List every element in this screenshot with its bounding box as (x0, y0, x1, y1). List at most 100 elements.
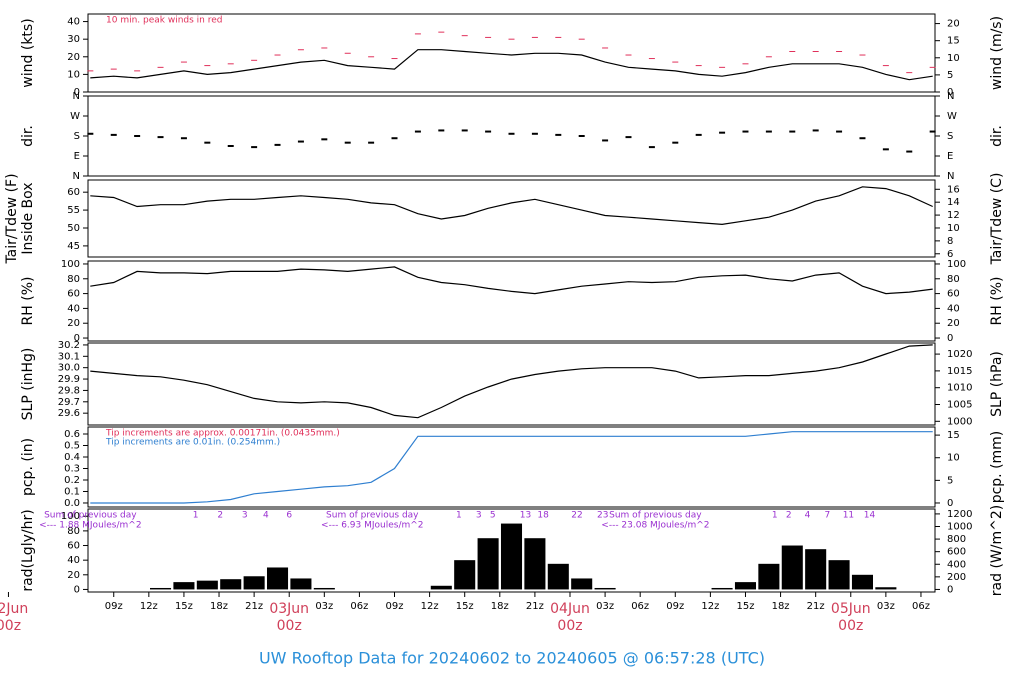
x-tick-label: 06z (631, 601, 649, 612)
y2-tick-label: 0 (947, 333, 953, 344)
y2-tick-label: S (947, 131, 953, 142)
date-time-label: 00z (557, 618, 582, 634)
sum-label: Sum of previous day (609, 511, 702, 521)
y-tick-label: 80 (67, 274, 80, 285)
y-tick-label: 100 (61, 511, 80, 522)
x-tick-label: 03z (596, 601, 614, 612)
x-tick-label: 15z (456, 601, 474, 612)
x-tick-label: 09z (386, 601, 404, 612)
y2-tick-label: 14 (947, 197, 960, 208)
series-line (90, 431, 933, 504)
date-label: 04Jun (550, 601, 590, 617)
x-tick-label: 03z (315, 601, 333, 612)
hour-label: 2 (786, 511, 792, 521)
x-tick-label: 21z (526, 601, 544, 612)
x-tick-label: 18z (772, 601, 790, 612)
y2-tick-label: 5 (947, 475, 953, 486)
x-tick-label: 12z (421, 601, 439, 612)
y2-tick-label: 600 (947, 547, 966, 558)
y2-tick-label: W (947, 111, 957, 122)
annotation: 10 min. peak winds in red (106, 16, 223, 26)
bar (150, 587, 172, 590)
y2-tick-label: 20 (947, 318, 960, 329)
y2-tick-label: 8 (947, 236, 953, 247)
x-tick-label: 18z (210, 601, 228, 612)
sum-label: Sum of previous day (326, 511, 419, 521)
y2-axis-label: Tair/Tdew (C) (989, 173, 1005, 266)
bar (220, 579, 242, 590)
y-tick-label: 40 (67, 555, 80, 566)
y-tick-label: 0.0 (64, 498, 80, 509)
y2-tick-label: 1000 (947, 521, 972, 532)
y-tick-label: N (73, 171, 80, 182)
y2-tick-label: 100 (947, 259, 966, 270)
hour-label: 23 (597, 511, 608, 521)
bar (243, 576, 265, 590)
y2-tick-label: 5 (947, 70, 953, 81)
y2-tick-label: 20 (947, 19, 960, 30)
x-tick-label: 21z (245, 601, 263, 612)
x-tick-label: 15z (736, 601, 754, 612)
y2-axis-label: dir. (989, 125, 1005, 147)
hour-label: 11 (843, 511, 854, 521)
date-time-label: 00z (0, 618, 21, 634)
x-tick-label: 18z (491, 601, 509, 612)
y-axis-label: rad(Lgly/hr) (20, 509, 36, 591)
hour-label: 4 (263, 511, 269, 521)
y2-tick-label: 6 (947, 249, 953, 260)
bar (266, 567, 289, 590)
x-tick-label: 21z (807, 601, 825, 612)
annotation: Tip increments are approx. 0.00171in. (0… (105, 429, 340, 439)
y2-tick-label: 40 (947, 303, 960, 314)
panel-frame (87, 179, 936, 258)
y-tick-label: 30.1 (58, 351, 80, 362)
y2-tick-label: 16 (947, 184, 960, 195)
y2-tick-label: 200 (947, 572, 966, 583)
hour-label: 14 (864, 511, 876, 521)
bar (500, 523, 523, 590)
bar (758, 563, 780, 590)
y2-tick-label: 1010 (947, 383, 972, 394)
y2-tick-label: 15 (947, 36, 960, 47)
y2-axis-label: SLP (hPa) (989, 351, 1005, 417)
y-tick-label: 30.0 (58, 363, 80, 374)
hour-label: 3 (242, 511, 248, 521)
x-tick-label: 06z (350, 601, 368, 612)
hour-label: 13 (520, 511, 531, 521)
y-tick-label: 0.1 (64, 486, 80, 497)
y-tick-label: 30.2 (58, 340, 80, 351)
y-tick-label: 45 (67, 241, 80, 252)
date-label: 05Jun (831, 601, 871, 617)
x-tick-label: 15z (175, 601, 193, 612)
y2-tick-label: 60 (947, 289, 960, 300)
y-axis-label: dir. (20, 125, 36, 147)
y-tick-label: 29.9 (58, 374, 80, 385)
x-tick-label: 06z (912, 601, 930, 612)
chart-title: UW Rooftop Data for 20240602 to 20240605… (259, 649, 765, 668)
y-tick-label: 29.7 (58, 397, 80, 408)
bar (781, 545, 803, 590)
date-time-label: 00z (277, 618, 302, 634)
y-axis-label: pcp. (in) (20, 438, 36, 496)
y2-tick-label: 0 (947, 584, 953, 595)
bar (828, 560, 850, 590)
y-tick-label: 20 (67, 570, 80, 581)
series-line (90, 49, 933, 81)
hour-label: 1 (193, 511, 199, 521)
panel-frame (87, 508, 936, 593)
y2-tick-label: 1015 (947, 366, 972, 377)
date-label: 02Jun (0, 601, 28, 617)
bar (524, 538, 546, 590)
y2-tick-label: 1020 (947, 349, 972, 360)
y2-tick-label: 12 (947, 210, 960, 221)
bar (313, 587, 335, 590)
y-tick-label: 100 (61, 259, 80, 270)
bar (875, 587, 897, 590)
y-tick-label: 60 (67, 187, 80, 198)
y2-tick-label: 10 (947, 223, 960, 234)
y-tick-label: 80 (67, 526, 80, 537)
bar (173, 582, 195, 590)
y-axis-label: SLP (inHg) (20, 348, 36, 421)
x-tick-label: 12z (701, 601, 719, 612)
